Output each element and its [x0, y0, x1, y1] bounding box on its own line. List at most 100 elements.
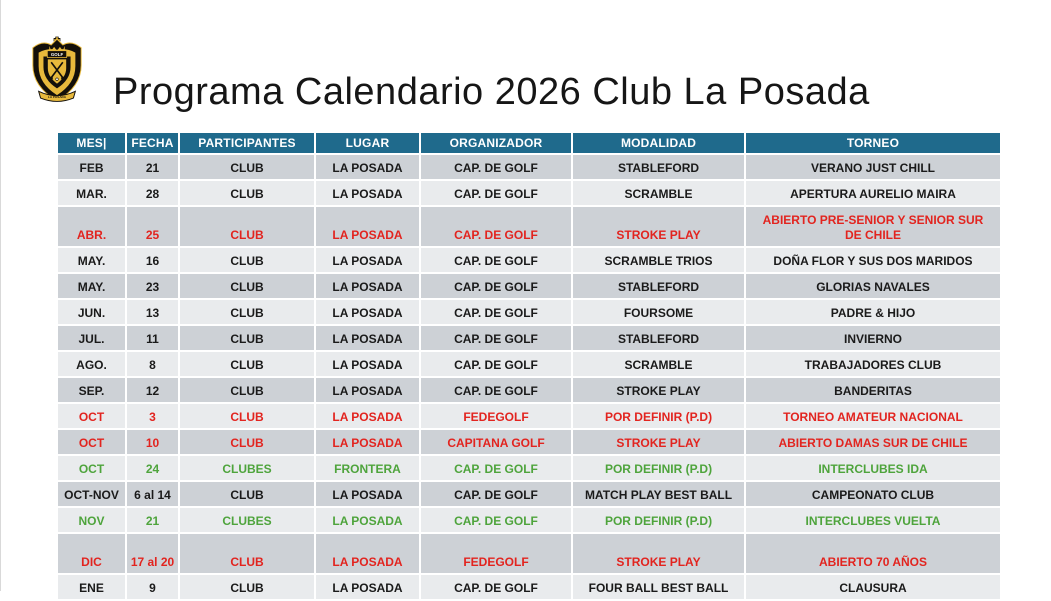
- cell-participantes: CLUB: [180, 300, 314, 324]
- column-header-modalidad: MODALIDAD: [573, 133, 744, 153]
- cell-lugar: LA POSADA: [316, 508, 419, 532]
- cell-organizador: CAP. DE GOLF: [421, 181, 571, 205]
- cell-organizador: CAP. DE GOLF: [421, 300, 571, 324]
- cell-fecha: 11: [127, 326, 178, 350]
- column-header-lugar: LUGAR: [316, 133, 419, 153]
- cell-participantes: CLUB: [180, 404, 314, 428]
- cell-participantes: CLUB: [180, 352, 314, 376]
- cell-mes: MAY.: [58, 274, 125, 298]
- cell-modalidad: POR DEFINIR (P.D): [573, 456, 744, 480]
- cell-torneo: CLAUSURA: [746, 575, 1000, 599]
- cell-lugar: LA POSADA: [316, 404, 419, 428]
- column-header-fecha: FECHA: [127, 133, 178, 153]
- cell-modalidad: STROKE PLAY: [573, 207, 744, 246]
- cell-participantes: CLUB: [180, 274, 314, 298]
- cell-organizador: CAPITANA GOLF: [421, 430, 571, 454]
- table-row: AGO. 8 CLUB LA POSADA CAP. DE GOLF SCRAMBLE TR…: [58, 352, 1000, 376]
- cell-participantes: CLUB: [180, 430, 314, 454]
- table-row: OCT 10 CLUB LA POSADA CAPITANA GOLF STROKE PL…: [58, 430, 1000, 454]
- table-row: OCT-NOV 6 al 14 CLUB LA POSADA CAP. DE GOLF M…: [58, 482, 1000, 506]
- cell-participantes: CLUBES: [180, 508, 314, 532]
- cell-organizador: CAP. DE GOLF: [421, 378, 571, 402]
- cell-lugar: FRONTERA: [316, 456, 419, 480]
- cell-lugar: LA POSADA: [316, 274, 419, 298]
- table-row: MAY. 16 CLUB LA POSADA CAP. DE GOLF SCRAMBLE …: [58, 248, 1000, 272]
- cell-mes: MAY.: [58, 248, 125, 272]
- cell-organizador: CAP. DE GOLF: [421, 155, 571, 179]
- cell-modalidad: STABLEFORD: [573, 274, 744, 298]
- cell-fecha: 10: [127, 430, 178, 454]
- table-row: NOV 21 CLUBES LA POSADA CAP. DE GOLF POR DEFI…: [58, 508, 1000, 532]
- cell-modalidad: STROKE PLAY: [573, 378, 744, 402]
- table-row: DIC 17 al 20 CLUB LA POSADA FEDEGOLF STROKE P…: [58, 534, 1000, 573]
- cell-mes: OCT: [58, 456, 125, 480]
- cell-mes: MAR.: [58, 181, 125, 205]
- crossed-golf-clubs-icon: [49, 61, 65, 81]
- cell-lugar: LA POSADA: [316, 248, 419, 272]
- cell-participantes: CLUB: [180, 326, 314, 350]
- cell-mes: OCT: [58, 404, 125, 428]
- cell-torneo: GLORIAS NAVALES: [746, 274, 1000, 298]
- cell-mes: JUL.: [58, 326, 125, 350]
- logo-band-text: GOLF: [51, 52, 64, 57]
- cell-fecha: 28: [127, 181, 178, 205]
- cell-mes: AGO.: [58, 352, 125, 376]
- page-title: Programa Calendario 2026 Club La Posada: [113, 71, 870, 114]
- club-logo: GOLF LA POSADA: [28, 36, 86, 106]
- cell-organizador: CAP. DE GOLF: [421, 508, 571, 532]
- table-row: JUN. 13 CLUB LA POSADA CAP. DE GOLF FOURSOME P…: [58, 300, 1000, 324]
- table-row: OCT 3 CLUB LA POSADA FEDEGOLF POR DEFINIR (P.…: [58, 404, 1000, 428]
- cell-fecha: 23: [127, 274, 178, 298]
- cell-participantes: CLUB: [180, 155, 314, 179]
- table-row: FEB 21 CLUB LA POSADA CAP. DE GOLF STABLEFORD…: [58, 155, 1000, 179]
- table-row: MAR. 28 CLUB LA POSADA CAP. DE GOLF SCRAMBLE A…: [58, 181, 1000, 205]
- column-header-torneo: TORNEO: [746, 133, 1000, 153]
- cell-modalidad: POR DEFINIR (P.D): [573, 404, 744, 428]
- cell-organizador: CAP. DE GOLF: [421, 482, 571, 506]
- cell-lugar: LA POSADA: [316, 181, 419, 205]
- cell-organizador: CAP. DE GOLF: [421, 352, 571, 376]
- cell-modalidad: SCRAMBLE: [573, 352, 744, 376]
- cell-fecha: 9: [127, 575, 178, 599]
- cell-torneo: TORNEO AMATEUR NACIONAL: [746, 404, 1000, 428]
- cell-fecha: 21: [127, 508, 178, 532]
- cell-torneo: INTERCLUBES IDA: [746, 456, 1000, 480]
- cell-participantes: CLUB: [180, 207, 314, 246]
- cell-organizador: FEDEGOLF: [421, 534, 571, 573]
- cell-torneo: INVIERNO: [746, 326, 1000, 350]
- table-row: SEP. 12 CLUB LA POSADA CAP. DE GOLF STROKE PL…: [58, 378, 1000, 402]
- cell-mes: ENE: [58, 575, 125, 599]
- logo-ribbon-text: LA POSADA: [48, 95, 67, 99]
- cell-modalidad: STROKE PLAY: [573, 534, 744, 573]
- calendar-table-header: MES| FECHA PARTICIPANTES LUGAR ORGANIZADOR MO…: [58, 133, 1000, 153]
- cell-organizador: CAP. DE GOLF: [421, 248, 571, 272]
- cell-mes: OCT: [58, 430, 125, 454]
- cell-fecha: 16: [127, 248, 178, 272]
- cell-torneo: INTERCLUBES VUELTA: [746, 508, 1000, 532]
- cell-torneo: ABIERTO 70 AÑOS: [746, 534, 1000, 573]
- table-row: OCT 24 CLUBES FRONTERA CAP. DE GOLF POR DEFIN…: [58, 456, 1000, 480]
- cell-modalidad: STROKE PLAY: [573, 430, 744, 454]
- cell-lugar: LA POSADA: [316, 207, 419, 246]
- cell-torneo: TRABAJADORES CLUB: [746, 352, 1000, 376]
- column-header-organizador: ORGANIZADOR: [421, 133, 571, 153]
- cell-mes: ABR.: [58, 207, 125, 246]
- cell-participantes: CLUB: [180, 181, 314, 205]
- club-crest-icon: GOLF LA POSADA: [32, 36, 82, 102]
- cell-lugar: LA POSADA: [316, 534, 419, 573]
- cell-modalidad: FOUR BALL BEST BALL: [573, 575, 744, 599]
- cell-organizador: CAP. DE GOLF: [421, 326, 571, 350]
- cell-torneo: APERTURA AURELIO MAIRA: [746, 181, 1000, 205]
- cell-modalidad: POR DEFINIR (P.D): [573, 508, 744, 532]
- cell-mes: OCT-NOV: [58, 482, 125, 506]
- cell-modalidad: MATCH PLAY BEST BALL: [573, 482, 744, 506]
- cell-modalidad: STABLEFORD: [573, 155, 744, 179]
- cell-lugar: LA POSADA: [316, 155, 419, 179]
- cell-participantes: CLUB: [180, 482, 314, 506]
- cell-torneo: ABIERTO DAMAS SUR DE CHILE: [746, 430, 1000, 454]
- cell-torneo: ABIERTO PRE-SENIOR Y SENIOR SUR DE CHILE: [746, 207, 1000, 246]
- cell-mes: NOV: [58, 508, 125, 532]
- cell-lugar: LA POSADA: [316, 378, 419, 402]
- cell-fecha: 25: [127, 207, 178, 246]
